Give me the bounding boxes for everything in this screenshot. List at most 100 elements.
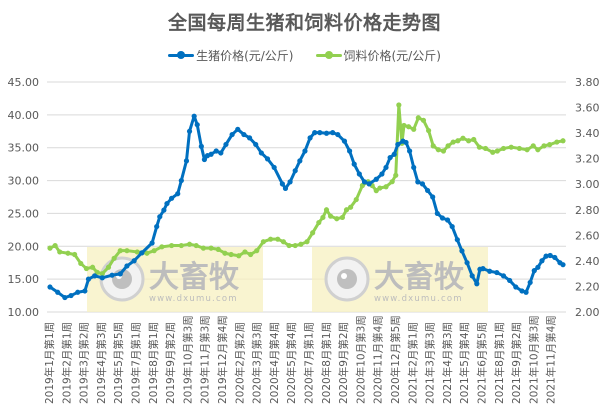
data-point[interactable] xyxy=(286,242,292,249)
data-point[interactable] xyxy=(247,251,254,258)
data-point[interactable] xyxy=(455,138,461,144)
data-point[interactable] xyxy=(424,187,431,194)
data-point[interactable] xyxy=(57,249,63,255)
data-point[interactable] xyxy=(353,196,359,203)
data-point[interactable] xyxy=(193,242,199,249)
data-point[interactable] xyxy=(134,249,140,255)
data-point[interactable] xyxy=(302,148,308,154)
data-point[interactable] xyxy=(235,126,241,132)
data-point[interactable] xyxy=(531,268,537,274)
data-point[interactable] xyxy=(395,141,401,148)
data-point[interactable] xyxy=(547,252,553,259)
data-point[interactable] xyxy=(151,248,157,254)
data-point[interactable] xyxy=(236,253,242,259)
data-point[interactable] xyxy=(320,214,326,221)
data-point[interactable] xyxy=(109,272,115,278)
data-point[interactable] xyxy=(208,151,214,157)
legend-item-pig-price[interactable]: 生猪价格(元/公斤) xyxy=(168,47,294,64)
data-point[interactable] xyxy=(411,164,417,171)
data-point[interactable] xyxy=(474,281,480,287)
data-point[interactable] xyxy=(168,242,175,249)
data-point[interactable] xyxy=(459,248,465,254)
data-point[interactable] xyxy=(323,130,330,136)
data-point[interactable] xyxy=(524,147,530,153)
data-point[interactable] xyxy=(487,268,493,274)
data-point[interactable] xyxy=(445,143,451,149)
data-point[interactable] xyxy=(201,156,208,163)
data-point[interactable] xyxy=(366,181,372,187)
data-point[interactable] xyxy=(523,289,529,295)
data-point[interactable] xyxy=(194,122,200,128)
data-point[interactable] xyxy=(415,179,421,185)
data-point[interactable] xyxy=(480,266,486,272)
data-point[interactable] xyxy=(513,284,519,290)
data-point[interactable] xyxy=(541,143,547,149)
data-point[interactable] xyxy=(552,254,558,261)
data-point[interactable] xyxy=(430,143,436,149)
data-point[interactable] xyxy=(52,242,58,249)
data-point[interactable] xyxy=(304,239,310,245)
data-point[interactable] xyxy=(361,179,368,185)
data-point[interactable] xyxy=(430,194,436,200)
data-point[interactable] xyxy=(317,130,323,136)
data-point[interactable] xyxy=(117,248,123,254)
data-point[interactable] xyxy=(547,142,553,148)
data-point[interactable] xyxy=(449,223,455,230)
data-point[interactable] xyxy=(208,245,214,251)
data-point[interactable] xyxy=(275,236,281,242)
data-point[interactable] xyxy=(68,292,74,299)
data-point[interactable] xyxy=(310,230,316,236)
data-point[interactable] xyxy=(316,219,322,226)
data-point[interactable] xyxy=(527,279,533,286)
data-point[interactable] xyxy=(117,271,123,277)
data-point[interactable] xyxy=(348,204,354,210)
data-point[interactable] xyxy=(389,179,395,185)
data-point[interactable] xyxy=(535,264,541,270)
data-point[interactable] xyxy=(258,150,264,156)
data-point[interactable] xyxy=(292,168,298,174)
data-point[interactable] xyxy=(377,185,383,191)
data-point[interactable] xyxy=(307,135,313,141)
legend-item-feed-price[interactable]: 饲料价格(元/公斤) xyxy=(315,47,441,64)
data-point[interactable] xyxy=(387,154,393,161)
data-point[interactable] xyxy=(85,276,92,282)
data-point[interactable] xyxy=(560,138,566,144)
data-point[interactable] xyxy=(168,195,175,201)
data-point[interactable] xyxy=(131,258,137,264)
data-point[interactable] xyxy=(439,215,446,221)
data-point[interactable] xyxy=(411,126,417,132)
data-point[interactable] xyxy=(161,207,167,213)
data-point[interactable] xyxy=(222,250,228,256)
data-point[interactable] xyxy=(454,237,460,243)
data-point[interactable] xyxy=(469,273,475,279)
data-point[interactable] xyxy=(260,239,267,245)
data-point[interactable] xyxy=(460,135,466,141)
data-point[interactable] xyxy=(292,242,298,249)
data-point[interactable] xyxy=(178,177,184,184)
data-point[interactable] xyxy=(62,294,68,301)
data-point[interactable] xyxy=(111,255,117,261)
data-point[interactable] xyxy=(383,164,389,171)
data-point[interactable] xyxy=(450,139,456,145)
data-point[interactable] xyxy=(242,249,248,255)
data-point[interactable] xyxy=(82,288,88,294)
data-point[interactable] xyxy=(323,207,330,213)
data-point[interactable] xyxy=(407,148,413,154)
data-point[interactable] xyxy=(507,277,513,284)
data-point[interactable] xyxy=(267,236,274,242)
data-point[interactable] xyxy=(254,248,260,254)
data-point[interactable] xyxy=(298,241,304,247)
data-point[interactable] xyxy=(335,131,341,138)
data-point[interactable] xyxy=(464,260,470,266)
data-point[interactable] xyxy=(343,207,350,213)
data-point[interactable] xyxy=(560,262,566,268)
data-point[interactable] xyxy=(297,158,303,164)
data-point[interactable] xyxy=(200,245,206,251)
data-point[interactable] xyxy=(139,250,145,256)
data-point[interactable] xyxy=(282,185,289,192)
data-point[interactable] xyxy=(213,148,219,154)
data-point[interactable] xyxy=(149,240,155,246)
data-point[interactable] xyxy=(228,251,234,258)
data-point[interactable] xyxy=(65,250,71,256)
data-point[interactable] xyxy=(328,213,334,219)
